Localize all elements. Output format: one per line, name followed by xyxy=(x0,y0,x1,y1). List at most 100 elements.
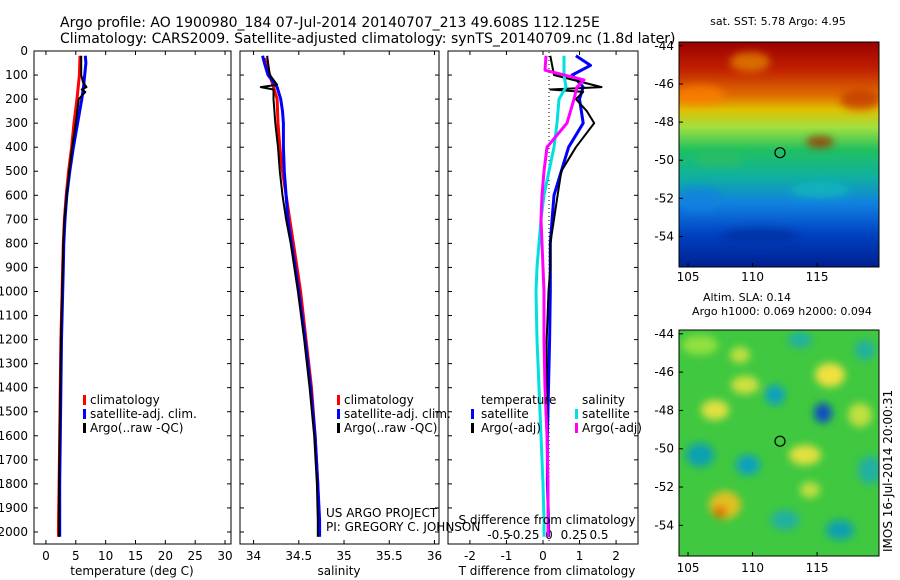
depth-tick-label: 100 xyxy=(5,68,28,82)
x-tick-label: 34.5 xyxy=(285,549,312,563)
legend-label: Argo(..raw -QC) xyxy=(344,421,437,435)
legend-swatch-s-argo xyxy=(575,423,578,433)
legend-label: Argo(-adj) xyxy=(481,421,541,435)
x-tick-label: 36 xyxy=(427,549,442,563)
legend-title-temperature: temperature xyxy=(481,393,556,407)
legend-swatch-argo xyxy=(337,423,340,433)
sst-ticks: 105 110 115 -44 -46 -48 -50 -52 -54 xyxy=(654,39,828,284)
depth-tick-label: 1700 xyxy=(0,453,28,467)
temperature-axes: 0 5 10 15 20 25 30 xyxy=(34,50,233,563)
series-line-s-argo-adj- xyxy=(539,55,586,537)
map-x-tick-label: 115 xyxy=(806,270,829,284)
depth-tick-label: 0 xyxy=(20,44,28,58)
legend-label: Argo(..raw -QC) xyxy=(90,421,183,435)
temperature-legend: climatology satellite-adj. clim. Argo(..… xyxy=(83,393,197,435)
map-y-tick-label: -54 xyxy=(654,229,674,243)
x-tick-label: 0 xyxy=(539,549,547,563)
map-y-tick-label: -44 xyxy=(654,327,674,341)
legend-swatch-s-sat xyxy=(575,409,578,419)
sla-map-subtitle: Argo h1000: 0.069 h2000: 0.094 xyxy=(692,305,872,318)
depth-tick-label: 400 xyxy=(5,140,28,154)
legend-swatch-t-argo xyxy=(471,423,474,433)
difference-xlabel: T difference from climatology xyxy=(458,564,636,578)
x-tick-label: 2 xyxy=(612,549,620,563)
depth-tick-label: 1300 xyxy=(0,357,28,371)
depth-axis: 0 100 200 300 400 500 600 700 800 900 1000 1100 1200… xyxy=(0,44,28,539)
legend-swatch-argo xyxy=(83,423,86,433)
depth-tick-label: 600 xyxy=(5,188,28,202)
legend-swatch-t-sat xyxy=(471,409,474,419)
map-y-tick-label: -52 xyxy=(654,191,674,205)
depth-tick-label: 200 xyxy=(5,92,28,106)
difference-axes: -2 -1 0 1 2-0.5-0.25 0 0.25 0.5 xyxy=(448,50,638,563)
series-line-satellite-adj-clim- xyxy=(261,55,322,537)
temperature-xlabel: temperature (deg C) xyxy=(70,564,193,578)
map-y-tick-label: -46 xyxy=(654,365,674,379)
legend-title-salinity: salinity xyxy=(582,393,625,407)
map-y-tick-label: -48 xyxy=(654,115,674,129)
x-tick-label: 15 xyxy=(128,549,143,563)
depth-tick-label: 1900 xyxy=(0,501,28,515)
depth-tick-label: 1800 xyxy=(0,477,28,491)
series-line-t-satellite xyxy=(545,54,592,537)
x-tick-label: 30 xyxy=(217,549,232,563)
difference-xlabel-top: S difference from climatology xyxy=(459,513,636,527)
sst-texture xyxy=(679,52,879,244)
depth-tick-label: 1500 xyxy=(0,405,28,419)
timestamp: IMOS 16-Jul-2014 20:00:31 xyxy=(881,390,895,552)
salinity-legend: climatology satellite-adj. clim. Argo(..… xyxy=(337,393,451,435)
legend-label: satellite-adj. clim. xyxy=(344,407,451,421)
argo-float-marker xyxy=(774,147,786,159)
depth-tick-label: 1000 xyxy=(0,284,28,298)
header-line1: Argo profile: AO 1900980_184 07-Jul-2014… xyxy=(60,15,600,31)
sla-map: Altim. SLA: 0.14 Argo h1000: 0.069 h2000… xyxy=(654,291,880,575)
legend-swatch-sat xyxy=(337,409,340,419)
map-y-tick-label: -44 xyxy=(654,39,674,53)
x-tick-label: 25 xyxy=(188,549,203,563)
series-line-argo-raw-qc- xyxy=(58,55,88,537)
map-x-tick-label: 105 xyxy=(677,270,700,284)
map-x-tick-label: 115 xyxy=(806,561,829,575)
x-tick-label: -2 xyxy=(464,549,476,563)
depth-tick-label: 300 xyxy=(5,116,28,130)
salinity-panel xyxy=(239,50,440,545)
x-tick-label: 5 xyxy=(72,549,80,563)
sla-map-title: Altim. SLA: 0.14 xyxy=(703,291,791,304)
difference-legend: temperature salinity satellite Argo(-adj… xyxy=(471,393,642,435)
depth-tick-label: 1200 xyxy=(0,333,28,347)
map-y-tick-label: -52 xyxy=(654,480,674,494)
x-top-tick-label: 0.5 xyxy=(589,528,608,542)
difference-lines xyxy=(534,54,603,537)
sla-ticks: 105 110 115 -44 -46 -48 -50 -52 -54 xyxy=(654,327,828,575)
depth-tick-label: 800 xyxy=(5,236,28,250)
argo-float-marker xyxy=(774,435,786,447)
legend-label: Argo(-adj) xyxy=(582,421,642,435)
legend-label: climatology xyxy=(90,393,160,407)
legend-swatch-clim xyxy=(337,395,340,405)
depth-tick-label: 1600 xyxy=(0,429,28,443)
salinity-xlabel: salinity xyxy=(317,564,360,578)
header-line2: Climatology: CARS2009. Satellite-adjuste… xyxy=(60,31,675,47)
depth-tick-label: 700 xyxy=(5,212,28,226)
map-y-tick-label: -50 xyxy=(654,442,674,456)
legend-label: satellite xyxy=(582,407,630,421)
x-tick-label: 0 xyxy=(42,549,50,563)
legend-swatch-clim xyxy=(83,395,86,405)
legend-swatch-sat xyxy=(83,409,86,419)
salinity-axes: 34 34.5 35 35.5 36 xyxy=(240,50,442,563)
series-line-climatology xyxy=(262,57,321,537)
x-tick-label: 20 xyxy=(158,549,173,563)
sst-map-title: sat. SST: 5.78 Argo: 4.95 xyxy=(710,15,846,28)
x-tick-label: 1 xyxy=(576,549,584,563)
depth-tick-label: 2000 xyxy=(0,525,28,539)
map-y-tick-label: -54 xyxy=(654,518,674,532)
map-y-tick-label: -48 xyxy=(654,403,674,417)
x-top-tick-label: -0.5 xyxy=(487,528,510,542)
depth-tick-label: 900 xyxy=(5,260,28,274)
x-top-tick-label: -0.25 xyxy=(508,528,539,542)
depth-tick-label: 1400 xyxy=(0,381,28,395)
x-tick-label: 35 xyxy=(336,549,351,563)
sla-frame xyxy=(678,329,880,557)
sst-map: sat. SST: 5.78 Argo: 4.95 105 110 115 -44 -4… xyxy=(654,15,880,284)
depth-tick-label: 500 xyxy=(5,164,28,178)
